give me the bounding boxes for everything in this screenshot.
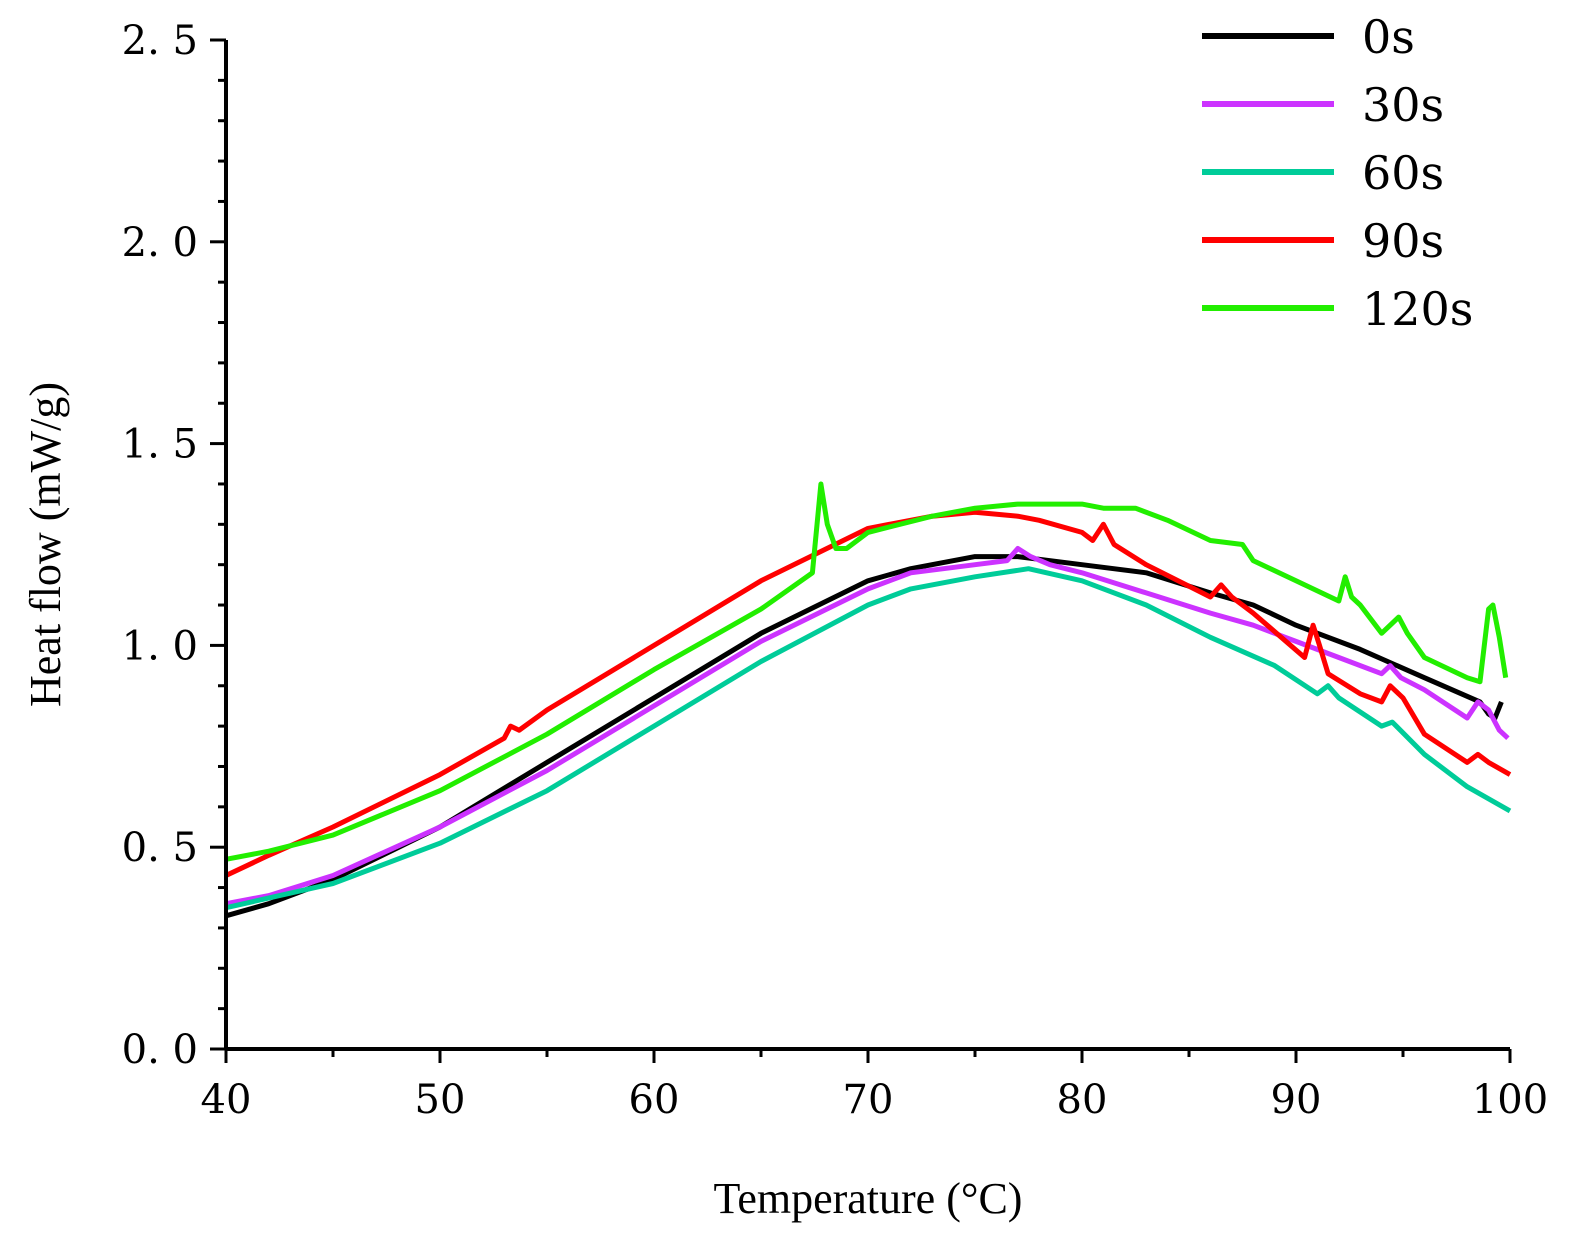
x-axis-title: Temperature (°C)	[714, 1174, 1023, 1223]
y-tick-label: 0. 0	[122, 1027, 198, 1073]
x-tick-label: 90	[1271, 1077, 1322, 1123]
legend-label-0s: 0s	[1362, 10, 1415, 64]
plot-lines	[224, 481, 1512, 919]
y-ticks: 0. 0 0. 5 1. 0 1. 5 2. 0 2. 5	[122, 18, 226, 1073]
x-tick-label: 80	[1057, 1077, 1108, 1123]
y-tick-label: 0. 5	[122, 825, 198, 871]
series-line-60s	[225, 566, 1512, 911]
legend-label-120s: 120s	[1362, 282, 1473, 336]
y-tick-label: 2. 5	[122, 18, 198, 64]
series-line-30s	[225, 546, 1510, 907]
legend-label-60s: 60s	[1362, 146, 1444, 200]
legend-label-30s: 30s	[1362, 78, 1444, 132]
legend-label-90s: 90s	[1362, 214, 1444, 268]
x-tick-label: 40	[201, 1077, 252, 1123]
series-line-0s	[225, 554, 1504, 919]
series-line-90s	[224, 509, 1512, 878]
axes: 40 50 60 70 80 90 100 0. 0 0. 5 1. 0 1. 5 2. 0 2. 5	[122, 18, 1549, 1123]
series-line-120s	[225, 481, 1509, 862]
y-tick-label: 2. 0	[122, 220, 198, 266]
x-tick-label: 70	[843, 1077, 894, 1123]
y-axis-title: Heat flow (mW/g)	[21, 382, 70, 707]
legend: 0s 30s 60s 90s 120s	[1202, 10, 1473, 336]
x-tick-label: 50	[415, 1077, 466, 1123]
x-tick-label: 60	[629, 1077, 680, 1123]
y-tick-label: 1. 0	[122, 623, 198, 669]
y-tick-label: 1. 5	[122, 422, 198, 468]
x-tick-label: 100	[1472, 1077, 1548, 1123]
x-ticks: 40 50 60 70 80 90 100	[201, 1049, 1548, 1123]
